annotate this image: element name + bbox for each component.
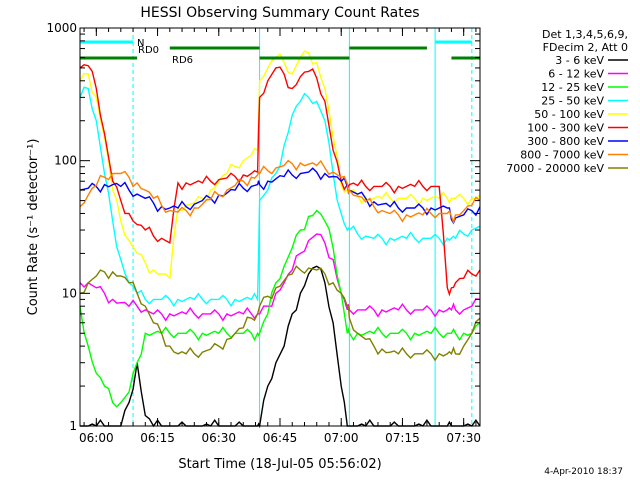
x-tick-label: 07:00 — [324, 431, 359, 445]
y-tick-label: 1000 — [46, 21, 77, 35]
y-axis: 1 10 100 1000 — [46, 21, 480, 433]
footer-date: 4-Apr-2010 18:37 — [544, 467, 623, 477]
series-line-3-6-keV — [80, 265, 481, 429]
x-tick-label: 07:30 — [446, 431, 481, 445]
y-tick-label: 1 — [69, 419, 77, 433]
legend-entry-label: 3 - 6 keV — [555, 54, 604, 67]
legend-entry-label: 6 - 12 keV — [548, 68, 604, 81]
y-axis-label: Count Rate (s⁻¹ detector⁻¹) — [26, 139, 41, 316]
legend-entry-label: 25 - 50 keV — [541, 95, 604, 108]
legend-entry-label: 7000 - 20000 keV — [506, 162, 604, 175]
series-line-50-100-keV — [79, 50, 481, 280]
series-line-7000-20000-keV — [79, 265, 481, 362]
legend-entry-label: 800 - 7000 keV — [520, 149, 604, 162]
chart-title: HESSI Observing Summary Count Rates — [140, 5, 419, 21]
x-tick-label: 07:15 — [385, 431, 420, 445]
flag-label-rd6: RD6 — [172, 55, 193, 66]
flag-label-rd0: RD0 — [138, 45, 159, 56]
x-tick-label: 06:45 — [263, 431, 298, 445]
y-tick-label: 100 — [54, 154, 77, 168]
series-line-100-300-keV — [79, 64, 481, 297]
flag-label-n: N — [137, 38, 144, 49]
series-line-6-12-keV — [79, 233, 481, 322]
series-line-25-50-keV — [79, 86, 481, 308]
legend-header: Det 1,3,4,5,6,9, — [542, 28, 628, 41]
y-tick-label: 10 — [62, 286, 77, 300]
legend-entry-label: 100 - 300 keV — [527, 122, 604, 135]
x-axis: 06:00 06:15 06:30 06:45 07:00 07:15 07:30 — [79, 28, 481, 445]
series-line-800-7000-keV — [79, 159, 481, 225]
series-line-12-25-keV — [79, 209, 481, 408]
x-tick-label: 06:00 — [79, 431, 114, 445]
legend-entry-label: 50 - 100 keV — [534, 108, 604, 121]
legend-entry-label: 12 - 25 keV — [541, 81, 604, 94]
x-tick-label: 06:15 — [140, 431, 175, 445]
legend-entry-label: 300 - 800 keV — [527, 135, 604, 148]
plot-frame — [79, 27, 481, 427]
x-tick-label: 06:30 — [201, 431, 236, 445]
x-axis-label: Start Time (18-Jul-05 05:56:02) — [178, 457, 381, 472]
legend: Det 1,3,4,5,6,9,FDecim 2, Att 03 - 6 keV… — [506, 28, 628, 175]
legend-header: FDecim 2, Att 0 — [543, 41, 628, 54]
series-line-300-800-keV — [79, 167, 481, 225]
